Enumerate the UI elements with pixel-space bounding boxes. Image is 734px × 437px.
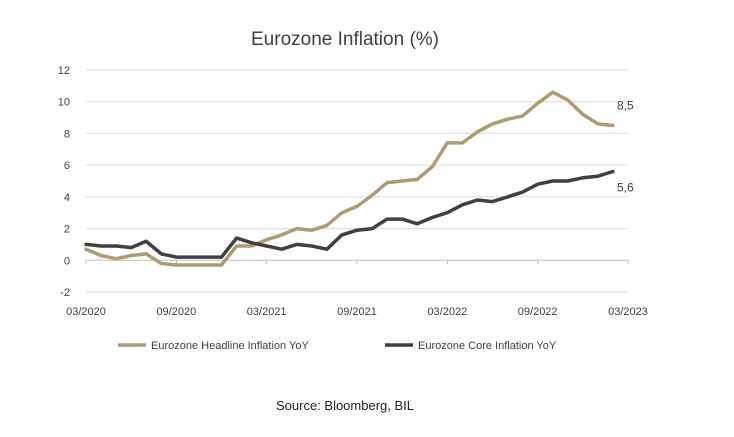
y-tick-label: 4 <box>64 192 70 204</box>
y-tick-label: 10 <box>58 97 70 109</box>
x-tick-label: 09/2020 <box>156 306 196 318</box>
x-tick-label: 03/2020 <box>66 306 106 318</box>
series-line-headline <box>84 90 615 267</box>
x-tick-label: 03/2022 <box>427 306 467 318</box>
y-tick-label: 6 <box>64 160 70 172</box>
legend: Eurozone Headline Inflation YoY Eurozone … <box>118 340 557 352</box>
end-value-label: 8,5 <box>617 99 634 113</box>
y-tick-label: 12 <box>58 65 70 77</box>
series-line-core <box>84 169 615 259</box>
x-axis-ticks: 03/2020 09/2020 03/2021 09/2021 03/2022 09/20… <box>66 260 648 318</box>
legend-label: Eurozone Headline Inflation YoY <box>151 340 309 352</box>
x-tick-label: 09/2022 <box>518 306 558 318</box>
chart-title: Eurozone Inflation (%) <box>251 29 439 50</box>
y-tick-label: 2 <box>64 224 70 236</box>
y-tick-label: 0 <box>64 255 70 267</box>
legend-label: Eurozone Core Inflation YoY <box>418 340 557 352</box>
y-tick-label: 8 <box>64 128 70 140</box>
end-value-label: 5,6 <box>617 180 634 194</box>
x-tick-label: 03/2021 <box>247 306 287 318</box>
x-tick-label: 09/2021 <box>337 306 377 318</box>
x-tick-label: 03/2023 <box>608 306 648 318</box>
end-labels: 8,5 5,6 <box>617 99 634 195</box>
y-axis-ticks: -2 0 2 4 6 8 10 12 <box>58 65 70 299</box>
source-note: Source: Bloomberg, BIL <box>276 398 414 413</box>
y-tick-label: -2 <box>60 287 70 299</box>
series-lines <box>84 90 615 267</box>
